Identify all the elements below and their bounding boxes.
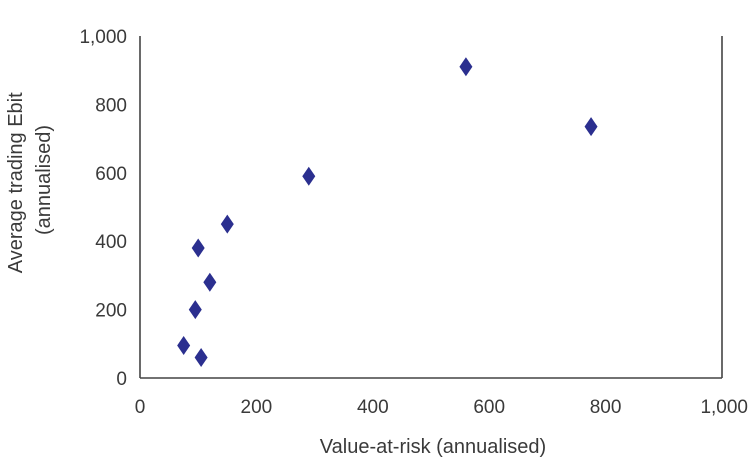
data-point-diamond (584, 117, 598, 137)
x-tick-label: 400 (357, 397, 389, 418)
data-point-diamond (459, 57, 473, 77)
y-tick-label: 0 (116, 369, 127, 390)
data-point-diamond (203, 272, 217, 292)
data-point-diamond (194, 347, 208, 367)
data-point-diamond (191, 238, 205, 258)
x-tick-label: 800 (590, 397, 622, 418)
y-tick-label: 600 (95, 164, 127, 185)
y-axis-title-line-2: (annualised) (33, 125, 55, 235)
x-axis-title: Value-at-risk (annualised) (320, 436, 546, 458)
y-tick-label: 1,000 (79, 27, 127, 48)
y-tick-labels: 0 200 400 600 800 1,000 (79, 27, 127, 390)
x-tick-labels: 0 200 400 600 800 1,000 (135, 397, 748, 418)
y-axis-title-line-1: Average trading Ebit (5, 92, 27, 273)
axes (139, 36, 723, 379)
x-tick-label: 0 (135, 397, 146, 418)
y-tick-label: 800 (95, 95, 127, 116)
data-point-diamond (188, 300, 202, 320)
y-axis-title: Average trading Ebit (annualised) (5, 87, 55, 273)
y-tick-label: 200 (95, 301, 127, 322)
x-tick-label: 200 (241, 397, 273, 418)
y-tick-label: 400 (95, 232, 127, 253)
x-tick-label: 600 (473, 397, 505, 418)
data-point-diamond (177, 336, 191, 356)
data-point-diamond (302, 166, 316, 186)
x-tick-label: 1,000 (700, 397, 748, 418)
data-points (177, 57, 598, 367)
data-point-diamond (220, 214, 234, 234)
